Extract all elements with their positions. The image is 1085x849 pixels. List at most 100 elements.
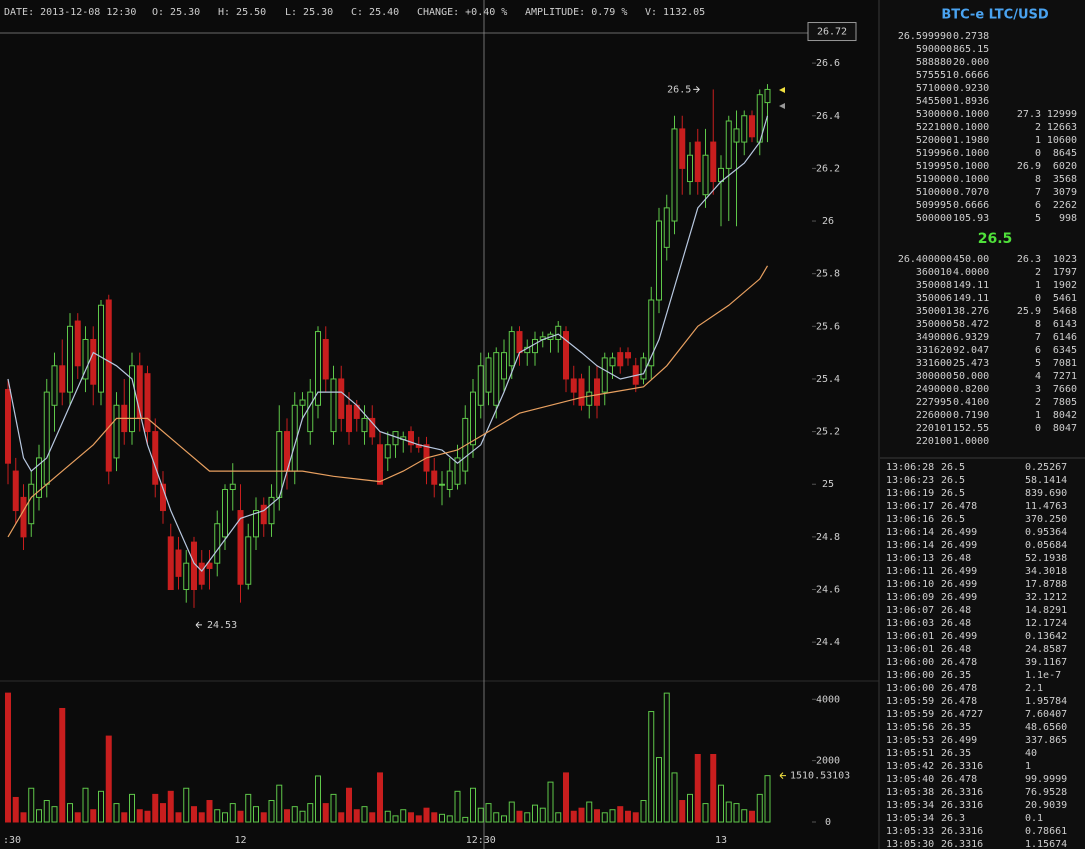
depth-price: 26.9 xyxy=(1017,161,1041,172)
volume-bar xyxy=(725,801,732,823)
trade-amount: 39.1167 xyxy=(1025,657,1067,668)
book-amount: 4.0000 xyxy=(953,267,989,278)
trade-time: 13:05:38 xyxy=(886,787,934,798)
y-tick-label: 24.6 xyxy=(816,585,840,596)
volume-bar xyxy=(446,815,453,823)
volume-bar xyxy=(415,815,422,823)
book-price: 220100 xyxy=(916,436,952,447)
marker xyxy=(779,87,785,93)
candle-body xyxy=(656,220,662,301)
candle-body xyxy=(532,338,538,354)
book-price: 226000 xyxy=(916,410,952,421)
depth-price: 6 xyxy=(1035,345,1041,356)
trade-time: 13:06:00 xyxy=(886,683,934,694)
book-price: 530000 xyxy=(916,109,952,120)
y-tick-label: 26.2 xyxy=(816,163,840,174)
trade-amount: 839.690 xyxy=(1025,488,1067,499)
trade-time: 13:06:23 xyxy=(886,475,934,486)
volume-bar xyxy=(377,772,383,823)
volume-bar xyxy=(501,815,507,823)
volume-bar xyxy=(741,809,748,823)
volume-bar xyxy=(229,803,236,823)
volume-bar xyxy=(578,807,585,823)
volume-bar xyxy=(315,775,321,823)
candle-body xyxy=(570,378,577,393)
header-field: L: 25.30 xyxy=(285,7,333,18)
last-price: 26.5 xyxy=(978,231,1013,247)
book-amount: 450.00 xyxy=(953,254,989,265)
candle-body xyxy=(586,391,593,406)
volume-bar xyxy=(105,735,112,823)
depth-price: 3 xyxy=(1035,384,1041,395)
book-price: 522100 xyxy=(916,122,952,133)
volume-bar xyxy=(245,793,252,823)
volume-bar xyxy=(493,812,500,823)
volume-bar xyxy=(764,775,771,823)
trade-time: 13:05:51 xyxy=(886,748,934,759)
depth-amount: 6345 xyxy=(1053,345,1077,356)
volume-bar xyxy=(121,812,128,823)
trade-time: 13:05:33 xyxy=(886,826,934,837)
volume-bar xyxy=(570,810,577,823)
trade-price: 26.48 xyxy=(941,553,971,564)
depth-amount: 3568 xyxy=(1053,174,1077,185)
trade-amount: 34.3018 xyxy=(1025,566,1067,577)
trade-price: 26.48 xyxy=(941,644,971,655)
book-amount: 149.11 xyxy=(953,280,989,291)
candle-body xyxy=(408,431,414,446)
candle-body xyxy=(43,391,50,485)
candle-body xyxy=(508,331,515,367)
candle-body xyxy=(687,154,693,183)
trade-amount: 0.05684 xyxy=(1025,540,1067,551)
candle-body xyxy=(741,115,748,143)
candle-body xyxy=(702,154,709,196)
header-field: V: 1132.05 xyxy=(645,7,705,18)
arrow xyxy=(693,86,700,93)
trade-time: 13:06:14 xyxy=(886,540,934,551)
book-amount: 58.472 xyxy=(953,319,989,330)
trade-price: 26.499 xyxy=(941,527,977,538)
candle-body xyxy=(764,88,771,104)
volume-bar xyxy=(392,815,399,823)
depth-amount: 1902 xyxy=(1053,280,1077,291)
y-tick-label: 24.4 xyxy=(816,637,840,648)
book-amount: 0.1000 xyxy=(953,161,989,172)
book-amount: 20.000 xyxy=(953,57,989,68)
book-price: 350000 xyxy=(916,319,952,330)
book-amount: 105.93 xyxy=(953,213,989,224)
trade-price: 26.3316 xyxy=(941,826,983,837)
trade-time: 13:06:01 xyxy=(886,631,934,642)
candle-body xyxy=(299,399,306,406)
arrow xyxy=(779,772,786,780)
volume-bar xyxy=(756,793,763,823)
candle-body xyxy=(315,331,321,406)
trade-amount: 2.1 xyxy=(1025,683,1043,694)
book-price: 575551 xyxy=(916,70,952,81)
book-price: 331600 xyxy=(916,358,952,369)
sidebar-bg xyxy=(880,0,1085,849)
depth-price: 4 xyxy=(1035,371,1041,382)
volume-bar xyxy=(439,813,445,823)
book-price: 519995 xyxy=(916,161,952,172)
trade-price: 26.499 xyxy=(941,540,977,551)
book-price: 350006 xyxy=(916,293,952,304)
arrow xyxy=(195,621,202,629)
depth-price: 2 xyxy=(1035,267,1041,278)
trade-time: 13:06:13 xyxy=(886,553,934,564)
volume-bar xyxy=(330,793,337,823)
depth-price: 1 xyxy=(1035,410,1041,421)
trade-time: 13:06:07 xyxy=(886,605,934,616)
low-label: 24.53 xyxy=(207,620,237,631)
depth-amount: 7660 xyxy=(1053,384,1077,395)
candle-body xyxy=(129,365,135,433)
y-tick-label: 2000 xyxy=(816,756,840,767)
candle-body xyxy=(253,510,259,538)
book-amount: 0.7070 xyxy=(953,187,989,198)
book-price: 519996 xyxy=(916,148,952,159)
trade-time: 13:06:03 xyxy=(886,618,934,629)
volume-bar xyxy=(43,800,50,823)
trade-time: 13:06:00 xyxy=(886,657,934,668)
book-amount: 0.4100 xyxy=(953,397,989,408)
trade-amount: 12.1724 xyxy=(1025,618,1067,629)
candle-body xyxy=(90,338,97,385)
